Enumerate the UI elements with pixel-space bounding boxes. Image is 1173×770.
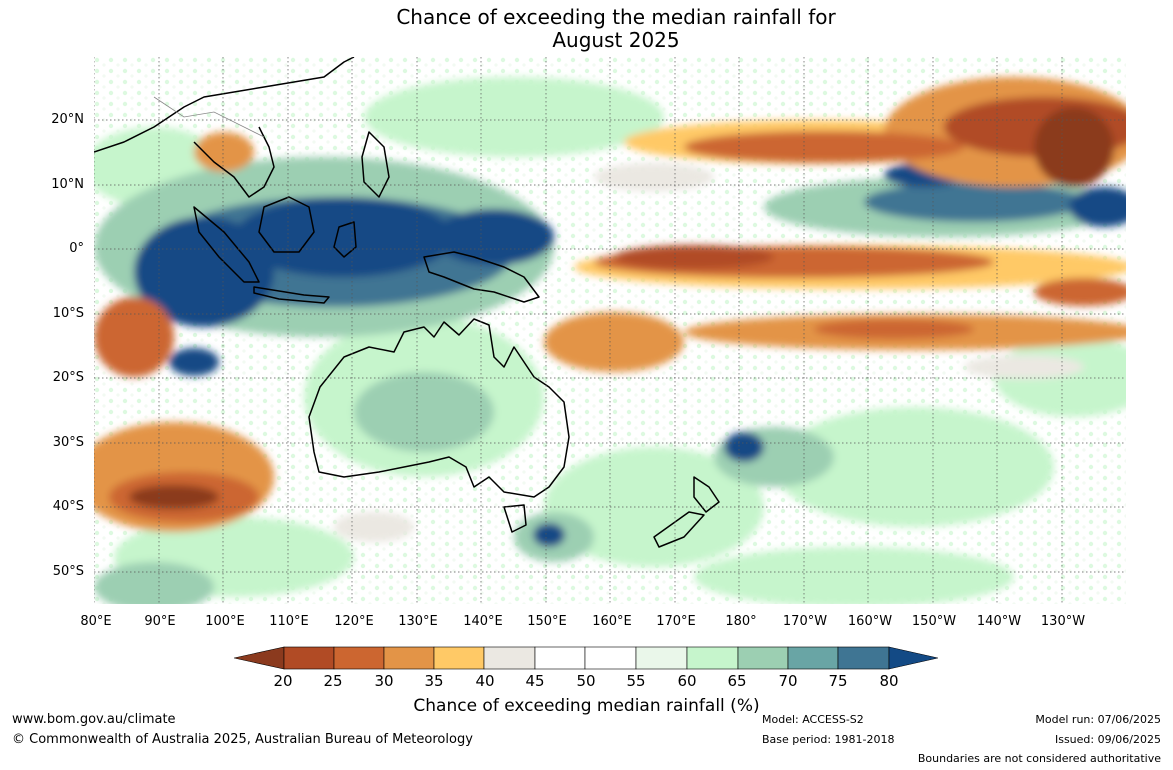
legend-tick-75: 75: [828, 672, 848, 690]
lon-label-90e: 90°E: [144, 614, 176, 629]
legend-swatch-35-40: [433, 646, 485, 670]
color-legend-bar: [234, 646, 938, 670]
nz-south-outline: [653, 511, 705, 548]
legend-tick-80: 80: [879, 672, 899, 690]
lon-label-180: 180°: [725, 614, 757, 629]
issued-date: Issued: 09/06/2025: [1054, 733, 1161, 746]
legend-swatch-55-60: [635, 646, 688, 670]
lon-label-140e: 140°E: [463, 614, 503, 629]
model-name: Model: ACCESS-S2: [762, 713, 864, 726]
lon-label-130w: 130°W: [1040, 614, 1086, 629]
legend-tick-55: 55: [626, 672, 646, 690]
legend-tick-70: 70: [778, 672, 798, 690]
legend-tick-50: 50: [576, 672, 596, 690]
legend-swatch-70-75: [787, 646, 839, 670]
legend-swatch-above-80: [888, 646, 938, 670]
legend-swatch-20-25: [283, 646, 335, 670]
sulawesi-outline: [333, 221, 357, 258]
chart-title-line1: Chance of exceeding the median rainfall …: [396, 5, 836, 29]
lat-label-0: 0°: [69, 241, 84, 256]
lon-label-80e: 80°E: [80, 614, 112, 629]
legend-swatch-50-55: [584, 646, 637, 670]
australia-outline: [308, 318, 570, 498]
nz-north-outline: [693, 476, 720, 513]
legend-tick-25: 25: [323, 672, 343, 690]
legend-swatch-75-80: [837, 646, 890, 670]
lat-label-10s: 10°S: [52, 306, 84, 321]
boundary-disclaimer: Boundaries are not considered authoritat…: [917, 752, 1161, 765]
lon-label-170e: 170°E: [656, 614, 696, 629]
lat-label-20n: 20°N: [51, 112, 84, 127]
lon-label-160w: 160°W: [847, 614, 893, 629]
lon-label-110e: 110°E: [269, 614, 309, 629]
java-outline: [253, 286, 330, 304]
lat-label-30s: 30°S: [52, 435, 84, 450]
indochina-outline: [193, 126, 275, 198]
lon-label-140w: 140°W: [976, 614, 1022, 629]
lon-label-170w: 170°W: [782, 614, 828, 629]
chart-title-line2: August 2025: [552, 28, 680, 52]
legend-tick-45: 45: [525, 672, 545, 690]
bom-url-link[interactable]: www.bom.gov.au/climate: [12, 712, 176, 727]
lat-label-40s: 40°S: [52, 499, 84, 514]
model-run-date: Model run: 07/06/2025: [1035, 713, 1161, 726]
sumatra-outline: [193, 206, 260, 283]
lat-label-10n: 10°N: [51, 177, 84, 192]
lon-label-150e: 150°E: [527, 614, 567, 629]
copyright-text: © Commonwealth of Australia 2025, Austra…: [12, 732, 473, 747]
legend-swatch-30-35: [383, 646, 435, 670]
legend-tick-30: 30: [374, 672, 394, 690]
lon-label-130e: 130°E: [398, 614, 438, 629]
philippines-outline: [361, 131, 390, 198]
lon-label-150w: 150°W: [911, 614, 957, 629]
legend-swatch-45-50: [534, 646, 586, 670]
legend-swatch-60-65: [686, 646, 739, 670]
lat-label-20s: 20°S: [52, 370, 84, 385]
legend-swatch-below-20: [234, 646, 285, 670]
base-period: Base period: 1981-2018: [762, 733, 895, 746]
new-guinea-outline: [423, 251, 540, 303]
tasmania-outline: [503, 504, 527, 533]
legend-tick-60: 60: [677, 672, 697, 690]
rainfall-probability-map: [94, 57, 1126, 604]
legend-tick-65: 65: [727, 672, 747, 690]
lon-label-160e: 160°E: [592, 614, 632, 629]
legend-tick-20: 20: [273, 672, 293, 690]
legend-swatch-25-30: [333, 646, 385, 670]
legend-tick-35: 35: [424, 672, 444, 690]
borneo-outline: [258, 196, 315, 253]
lon-label-100e: 100°E: [205, 614, 245, 629]
legend-tick-40: 40: [475, 672, 495, 690]
asia-coast-outline: [94, 57, 355, 153]
legend-label: Chance of exceeding median rainfall (%): [413, 696, 760, 716]
lat-label-50s: 50°S: [52, 564, 84, 579]
legend-swatch-40-45: [483, 646, 536, 670]
legend-swatch-65-70: [737, 646, 789, 670]
lon-label-120e: 120°E: [334, 614, 374, 629]
